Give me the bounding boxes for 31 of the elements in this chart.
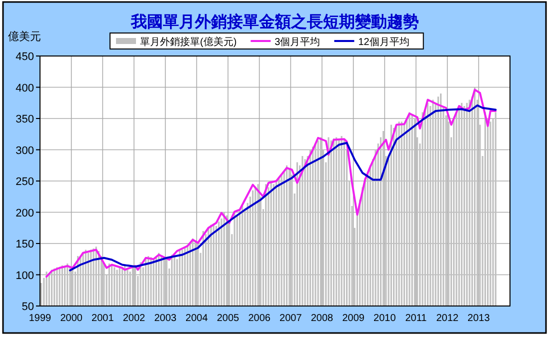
x-tick-label: 2004 [186, 313, 208, 324]
y-axis-title: 億美元 [8, 30, 41, 43]
chart-title: 我國單月外銷接單金額之長短期變動趨勢 [130, 13, 419, 31]
y-tick-label: 200 [16, 207, 34, 220]
x-tick-label: 2001 [92, 313, 114, 324]
x-tick-label: 2000 [60, 313, 83, 324]
x-tick-label: 2008 [310, 313, 334, 324]
y-tick-label: 400 [16, 82, 34, 94]
x-tick-label: 2012 [436, 313, 459, 324]
x-tick-label: 2011 [405, 313, 428, 324]
x-tick-label: 2009 [342, 313, 365, 324]
y-tick-label: 50 [22, 301, 34, 313]
x-tick-label: 2007 [280, 313, 302, 324]
x-tick-label: 2013 [468, 313, 490, 324]
line-series [69, 104, 497, 272]
y-tick-label: 450 [16, 51, 34, 63]
line-series [46, 88, 497, 278]
x-tick-label: 1999 [28, 313, 52, 324]
x-tick-label: 2005 [216, 313, 240, 324]
legend-label: 3個月平均 [274, 36, 320, 48]
x-tick-label: 2002 [122, 313, 146, 324]
y-tick-label: 300 [16, 144, 34, 157]
x-tick-label: 2006 [248, 313, 271, 324]
legend-label: 單月外銷接單(億美元) [140, 36, 237, 48]
legend-label: 12個月平均 [358, 36, 410, 48]
y-tick-label: 100 [16, 270, 34, 282]
y-tick-label: 350 [16, 114, 34, 126]
y-tick-label: 150 [16, 238, 34, 250]
x-tick-label: 2010 [374, 313, 396, 324]
y-tick-label: 250 [16, 176, 34, 188]
x-tick-label: 2003 [154, 313, 177, 324]
